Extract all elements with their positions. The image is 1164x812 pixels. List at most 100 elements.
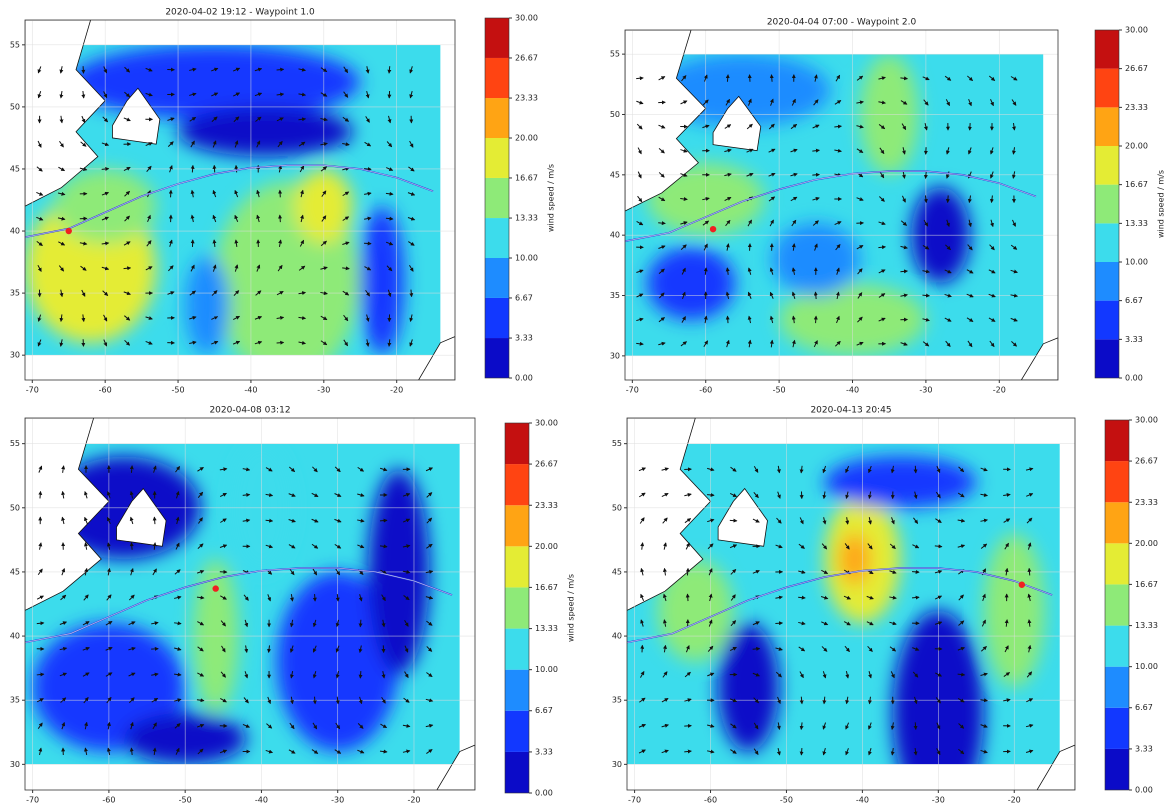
colorbar-segment [1105, 749, 1129, 790]
colorbar-segment [485, 178, 509, 218]
y-tick-label: 45 [612, 567, 622, 576]
y-tick-label: 35 [610, 291, 620, 300]
y-tick-label: 30 [610, 351, 620, 360]
wind-arrow [727, 316, 728, 323]
position-marker [1019, 582, 1025, 588]
wind-arrow [771, 75, 772, 82]
wind-arrow [727, 75, 728, 82]
x-tick-label: -70 [626, 386, 639, 395]
colorbar-segment [505, 546, 529, 587]
colorbar-label: wind speed / m/s [547, 164, 556, 232]
wind-arrow [102, 169, 109, 170]
y-tick-label: 50 [10, 503, 20, 512]
colorbar-segment [1095, 223, 1119, 262]
wind-arrow [658, 223, 665, 224]
colorbar-segment [1095, 262, 1119, 301]
wind-arrow [900, 271, 907, 272]
x-tick-label: -40 [856, 796, 869, 805]
colorbar-tick-label: 20.00 [515, 134, 538, 143]
x-tick-label: -60 [102, 796, 115, 805]
wind-arrow [154, 517, 155, 524]
colorbar-label: wind speed / m/s [567, 574, 576, 642]
colorbar-tick-label: 13.33 [515, 214, 538, 223]
y-tick-label: 30 [10, 351, 20, 360]
wind-arrow [815, 292, 816, 299]
wind-arrow [1029, 568, 1030, 575]
wind-arrow [277, 342, 284, 343]
colorbar-segment [505, 464, 529, 505]
colorbar-segment [1105, 502, 1129, 543]
wind-arrow [131, 543, 132, 550]
wind-arrow [360, 620, 361, 627]
wind-blob [178, 107, 353, 157]
x-tick-label: -20 [1008, 796, 1021, 805]
wind-arrow [816, 316, 817, 323]
colorbar-segment [505, 711, 529, 752]
x-tick-label: -60 [699, 386, 712, 395]
chart-title: 2020-04-02 19:12 - Waypoint 1.0 [165, 8, 315, 18]
colorbar-tick-label: 10.00 [535, 665, 558, 674]
x-tick-label: -30 [932, 796, 945, 805]
map-panel: -70-60-50-40-30-203035404550552020-04-08… [10, 406, 576, 805]
colorbar-tick-label: 16.67 [535, 583, 558, 592]
wind-arrow [411, 290, 412, 297]
colorbar-tick-label: 20.00 [1135, 539, 1158, 548]
colorbar-segment [1105, 543, 1129, 584]
map-area [25, 418, 475, 790]
wind-arrow [812, 175, 819, 176]
wind-arrow [707, 495, 714, 496]
colorbar-segment [485, 258, 509, 298]
wind-arrow [280, 215, 281, 222]
colorbar-tick-label: 0.00 [515, 374, 533, 383]
colorbar-tick-label: 13.33 [1125, 219, 1148, 228]
colorbar-tick-label: 26.67 [535, 460, 558, 469]
colorbar-segment [505, 670, 529, 711]
y-tick-label: 55 [10, 40, 20, 49]
x-tick-label: -20 [993, 386, 1006, 395]
wind-arrow [315, 697, 316, 704]
colorbar-segment [485, 298, 509, 338]
wind-arrow [380, 520, 387, 521]
x-tick-label: -60 [704, 796, 717, 805]
colorbar-tick-label: 6.67 [1125, 296, 1143, 305]
x-tick-label: -20 [407, 796, 420, 805]
colorbar-segment [505, 752, 529, 793]
colorbar-segment [1105, 461, 1129, 502]
colorbar-tick-label: 6.67 [515, 293, 533, 302]
wind-blob [360, 206, 404, 355]
map-area [25, 20, 455, 380]
map-panel: -70-60-50-40-30-203035404550552020-04-04… [610, 18, 1164, 395]
colorbar-tick-label: 26.67 [515, 53, 538, 62]
colorbar-segment [1095, 339, 1119, 378]
wind-arrow [40, 491, 41, 498]
y-tick-label: 55 [10, 439, 20, 448]
wind-blob [647, 247, 735, 319]
x-tick-label: -20 [390, 386, 403, 395]
colorbar-tick-label: 16.67 [1135, 580, 1158, 589]
x-tick-label: -40 [255, 796, 268, 805]
colorbar-segment [1105, 667, 1129, 708]
y-tick-label: 30 [10, 760, 20, 769]
colorbar-tick-label: 20.00 [535, 542, 558, 551]
y-tick-label: 45 [10, 164, 20, 173]
position-marker [66, 228, 72, 234]
colorbar-tick-label: 3.33 [1125, 335, 1143, 344]
wind-arrow [948, 195, 949, 202]
wind-arrow [124, 268, 131, 269]
colorbar-segment [1095, 146, 1119, 185]
wind-arrow [915, 722, 916, 729]
wind-blob [69, 45, 361, 119]
colorbar-segment [505, 629, 529, 670]
colorbar-segment [505, 423, 529, 464]
colorbar-tick-label: 10.00 [1135, 662, 1158, 671]
map-panel: -70-60-50-40-30-203035404550552020-04-13… [612, 406, 1164, 809]
colorbar-tick-label: 26.67 [1125, 64, 1148, 73]
colorbar-tick-label: 16.67 [1125, 180, 1148, 189]
wind-arrow [389, 66, 390, 73]
wind-arrow [935, 546, 942, 547]
colorbar-tick-label: 20.00 [1125, 142, 1148, 151]
colorbar-segment [1095, 107, 1119, 146]
y-tick-label: 45 [610, 170, 620, 179]
colorbar-tick-label: 16.67 [515, 173, 538, 182]
colorbar-tick-label: 23.33 [1135, 498, 1158, 507]
